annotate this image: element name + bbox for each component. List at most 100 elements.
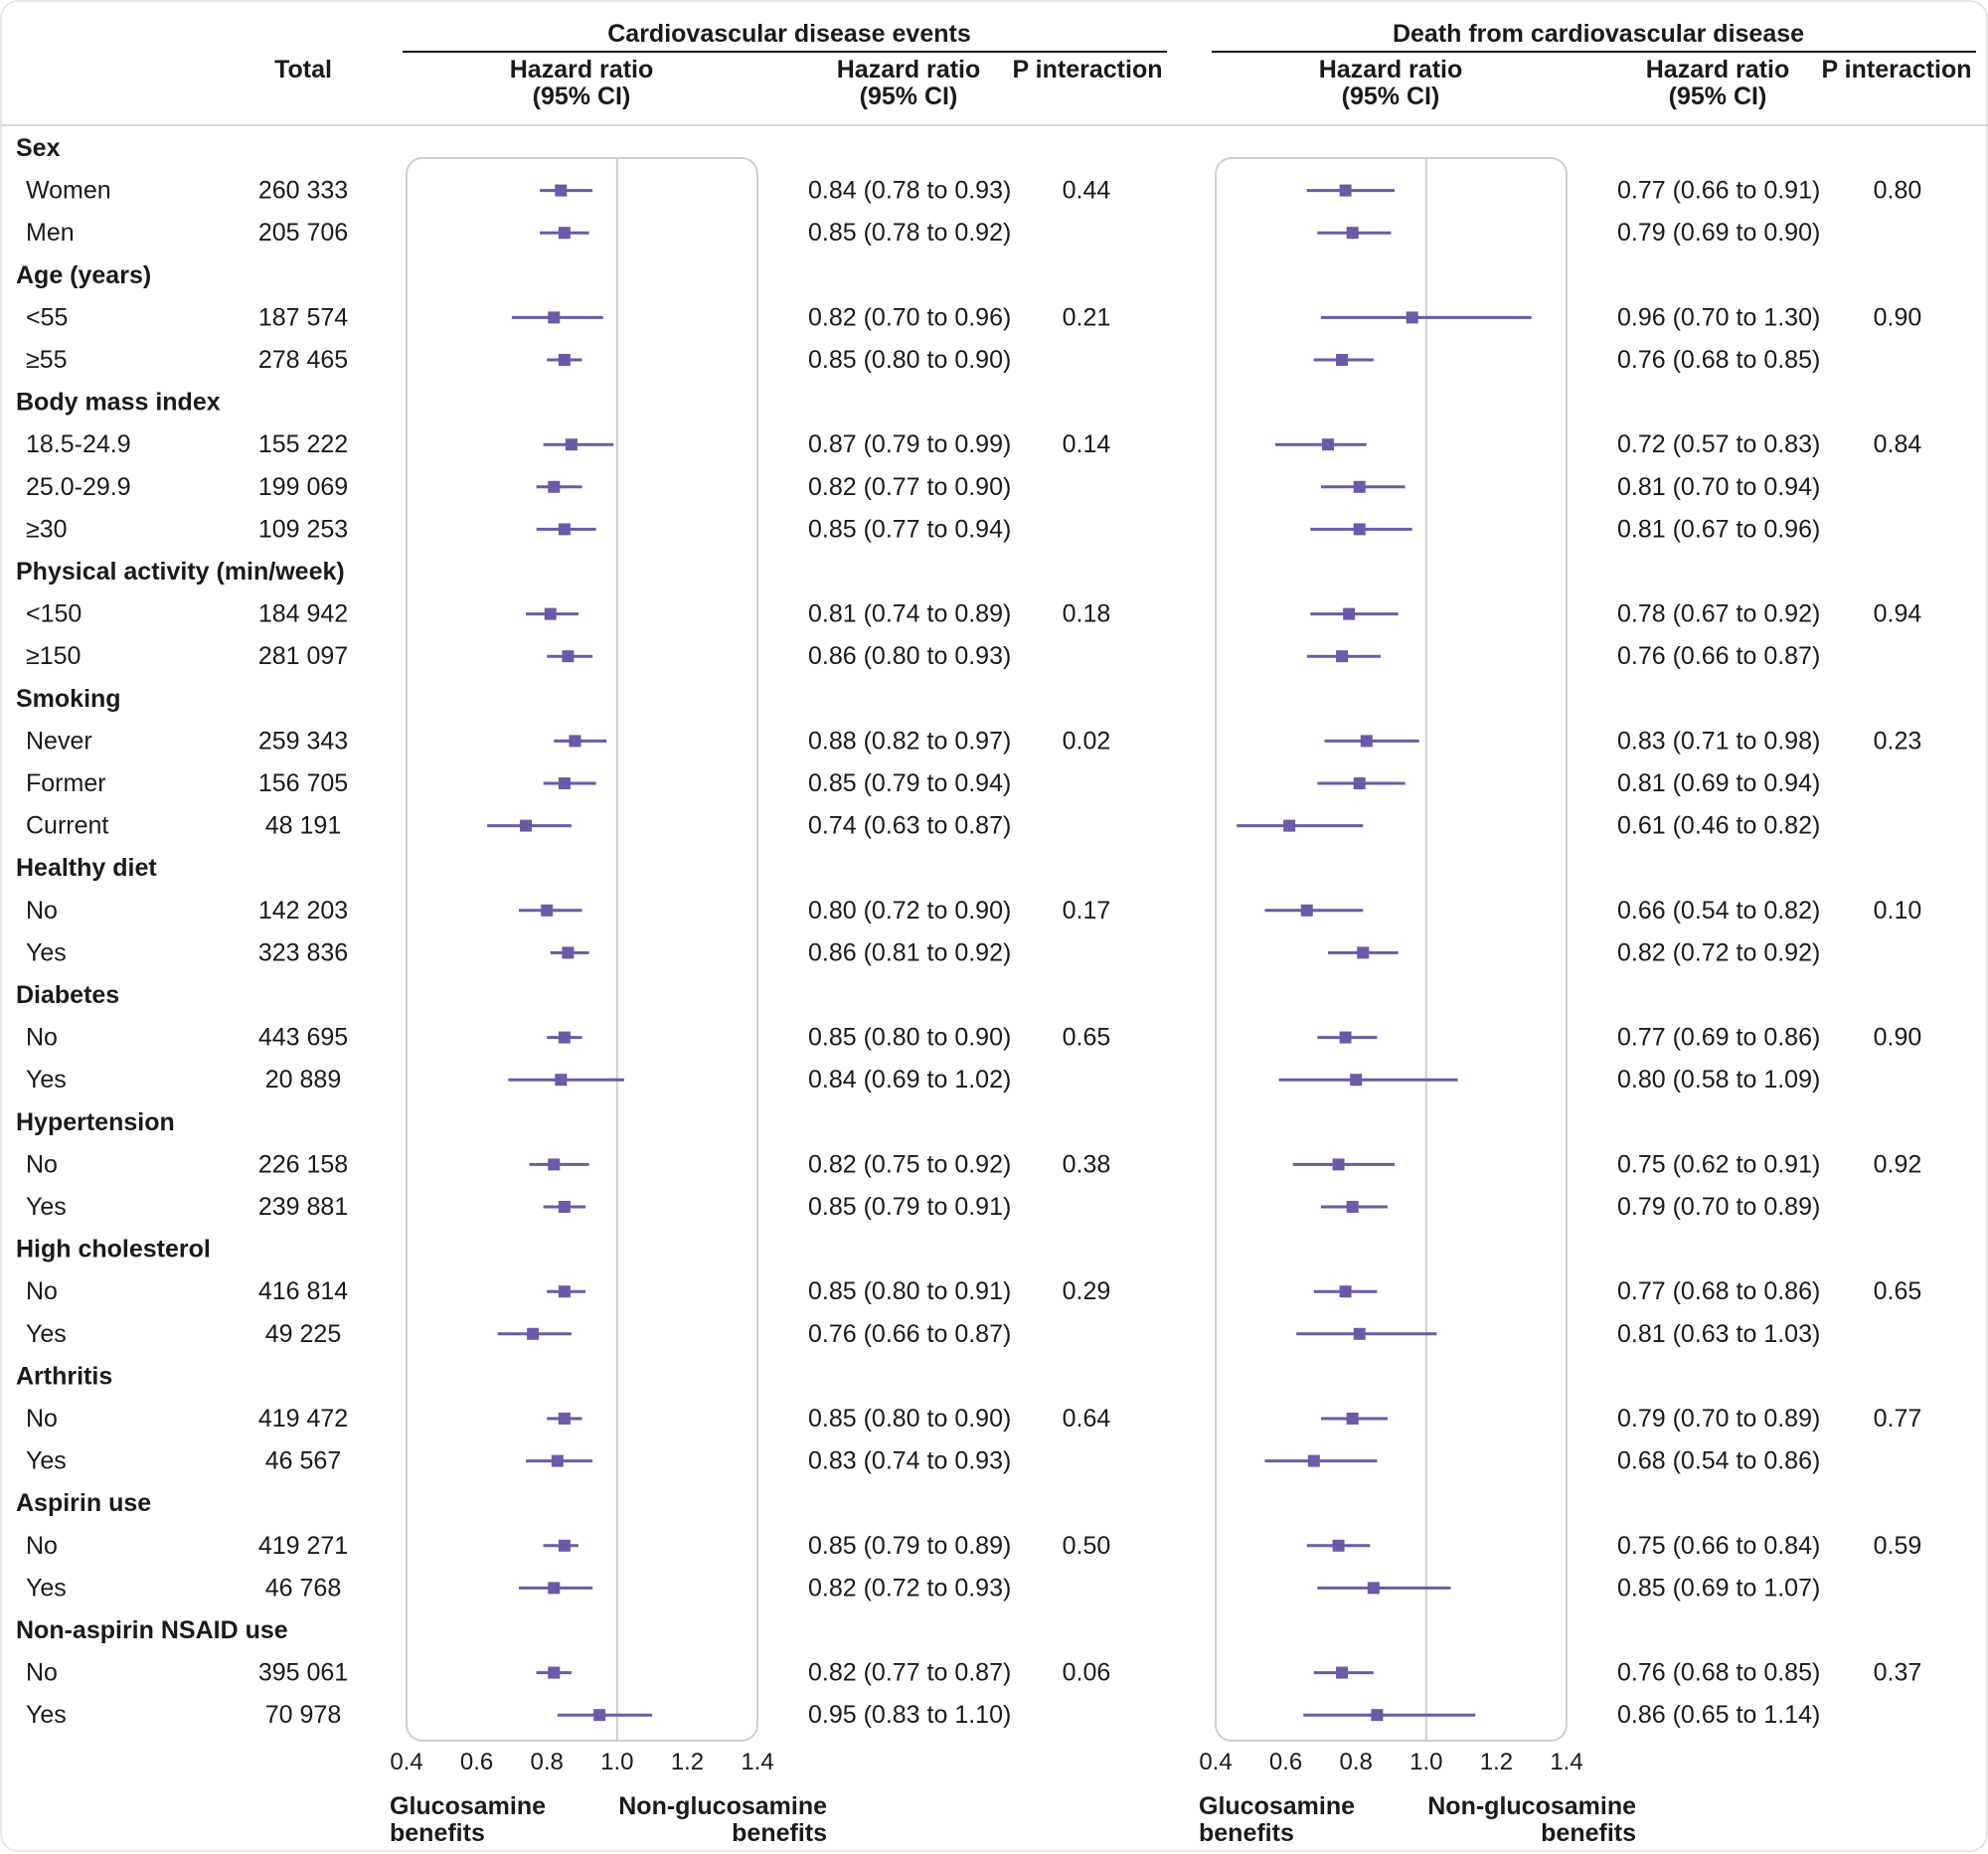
hr-point — [1332, 1539, 1345, 1552]
hazard-ratio-text: 0.76 (0.66 to 0.87) — [1617, 642, 1820, 670]
hazard-ratio-text: 0.77 (0.66 to 0.91) — [1617, 177, 1820, 205]
hr-point — [1339, 1285, 1352, 1298]
hazard-ratio-text: 0.79 (0.70 to 0.89) — [1617, 1193, 1820, 1221]
total-column-header: Total — [274, 56, 332, 84]
subgroup-total: 49 225 — [265, 1320, 341, 1348]
benefit-label-left: Glucosamine — [1199, 1792, 1355, 1820]
subgroup-total: 239 881 — [258, 1193, 348, 1221]
hr-point — [562, 946, 575, 959]
subgroup-total: 48 191 — [265, 812, 341, 840]
hazard-ratio-text: 0.87 (0.79 to 0.99) — [808, 430, 1011, 458]
subgroup-row-label: No — [26, 1405, 58, 1433]
p-interaction-value: 0.84 — [1874, 430, 1922, 458]
x-tick-label: 0.8 — [1340, 1749, 1373, 1775]
hr-point — [1283, 819, 1296, 832]
hr-point — [1332, 1158, 1345, 1171]
p-interaction-value: 0.90 — [1874, 303, 1922, 331]
hr-point — [1367, 1582, 1380, 1595]
subgroup-row-label: Yes — [26, 1193, 67, 1221]
hr-point — [1343, 607, 1356, 620]
hazard-ratio-text: 0.77 (0.69 to 0.86) — [1617, 1024, 1820, 1052]
hr-point — [558, 1285, 571, 1298]
subgroup-row-label: No — [26, 1024, 58, 1052]
subgroup-heading: Non-aspirin NSAID use — [16, 1616, 288, 1644]
hazard-ratio-text: 0.76 (0.68 to 0.85) — [1617, 1659, 1820, 1687]
hr-point — [1357, 946, 1370, 959]
hazard-ratio-text: 0.66 (0.54 to 0.82) — [1617, 897, 1820, 925]
subgroup-row-label: <55 — [26, 303, 68, 331]
hr-point — [548, 1582, 561, 1595]
subgroup-total: 443 695 — [258, 1024, 348, 1052]
hr-point — [558, 1539, 571, 1552]
hr-point — [555, 1074, 568, 1087]
benefit-label-right: Non-glucosamine — [618, 1792, 827, 1820]
benefit-label-left-2: benefits — [390, 1819, 485, 1847]
subgroup-row-label: ≥30 — [26, 515, 68, 543]
hr-point — [555, 184, 568, 197]
subgroup-row-label: Yes — [26, 1447, 67, 1475]
benefit-label-left-2: benefits — [1199, 1819, 1294, 1847]
hazard-ratio-text: 0.80 (0.58 to 1.09) — [1617, 1066, 1820, 1094]
x-tick-label: 0.4 — [1199, 1749, 1232, 1775]
hazard-ratio-text: 0.74 (0.63 to 0.87) — [808, 812, 1011, 840]
subgroup-heading: Age (years) — [16, 261, 151, 289]
subgroup-total: 278 465 — [258, 346, 348, 374]
subgroup-row-label: No — [26, 1150, 58, 1178]
hr-point — [551, 1454, 564, 1467]
hr-point — [1346, 1413, 1359, 1425]
p-interaction-value: 0.10 — [1874, 897, 1922, 925]
subgroup-row-label: Yes — [26, 1574, 67, 1601]
hr-point — [1339, 184, 1352, 197]
hazard-ratio-text: 0.96 (0.70 to 1.30) — [1617, 303, 1820, 331]
p-interaction-value: 0.80 — [1874, 177, 1922, 205]
p-interaction-value: 0.18 — [1063, 600, 1111, 628]
p-interaction-value: 0.90 — [1874, 1024, 1922, 1052]
hazard-ratio-text: 0.81 (0.67 to 0.96) — [1617, 515, 1820, 543]
hr-point — [548, 480, 561, 493]
p-interaction-value: 0.38 — [1063, 1150, 1111, 1178]
hazard-ratio-text: 0.79 (0.69 to 0.90) — [1617, 219, 1820, 247]
hr-point — [1307, 1454, 1320, 1467]
p-interaction-value: 0.23 — [1874, 727, 1922, 755]
hazard-ratio-text: 0.82 (0.77 to 0.87) — [808, 1659, 1011, 1687]
x-tick-label: 1.4 — [1550, 1749, 1582, 1775]
hazard-ratio-text: 0.84 (0.69 to 1.02) — [808, 1066, 1011, 1094]
p-interaction-value: 0.14 — [1063, 430, 1111, 458]
p-interaction-header: P interaction — [1013, 56, 1163, 84]
subgroup-row-label: Never — [26, 727, 92, 755]
plot-frame — [1215, 157, 1568, 1742]
subgroup-row-label: ≥150 — [26, 642, 81, 670]
subgroup-total: 46 567 — [265, 1447, 341, 1475]
hazard-ratio-text: 0.83 (0.71 to 0.98) — [1617, 727, 1820, 755]
hazard-ratio-text: 0.76 (0.66 to 0.87) — [808, 1320, 1011, 1348]
hazard-ratio-text: 0.85 (0.78 to 0.92) — [808, 219, 1011, 247]
p-interaction-header: P interaction — [1822, 56, 1972, 84]
p-interaction-value: 0.21 — [1063, 303, 1111, 331]
subgroup-row-label: <150 — [26, 600, 82, 628]
subgroup-total: 199 069 — [258, 473, 348, 501]
subgroup-total: 416 814 — [258, 1277, 348, 1305]
p-interaction-value: 0.59 — [1874, 1532, 1922, 1560]
hr-point — [1336, 650, 1349, 663]
hazard-ratio-text: 0.82 (0.77 to 0.90) — [808, 473, 1011, 501]
x-tick-label: 0.6 — [1269, 1749, 1302, 1775]
p-interaction-value: 0.44 — [1063, 177, 1111, 205]
subgroup-row-label: No — [26, 1532, 58, 1560]
hr-point — [558, 1413, 571, 1425]
hazard-ratio-text: 0.82 (0.72 to 0.92) — [1617, 938, 1820, 966]
hazard-ratio-text: 0.75 (0.62 to 0.91) — [1617, 1150, 1820, 1178]
hazard-ratio-text: 0.86 (0.80 to 0.93) — [808, 642, 1011, 670]
hazard-ratio-text: 0.83 (0.74 to 0.93) — [808, 1447, 1011, 1475]
hr-point — [1300, 904, 1313, 917]
hazard-ratio-text: 0.85 (0.80 to 0.90) — [808, 1024, 1011, 1052]
hr-point — [558, 1201, 571, 1213]
p-interaction-value: 0.37 — [1874, 1659, 1922, 1687]
hr-point — [1353, 777, 1366, 789]
p-interaction-value: 0.65 — [1063, 1024, 1111, 1052]
hazard-ratio-text: 0.81 (0.63 to 1.03) — [1617, 1320, 1820, 1348]
benefit-label-left: Glucosamine — [390, 1792, 546, 1820]
hazard-ratio-text: 0.84 (0.78 to 0.93) — [808, 177, 1011, 205]
hr-point — [541, 904, 554, 917]
subgroup-total: 419 271 — [258, 1532, 348, 1560]
hazard-ratio-text: 0.82 (0.72 to 0.93) — [808, 1574, 1011, 1601]
